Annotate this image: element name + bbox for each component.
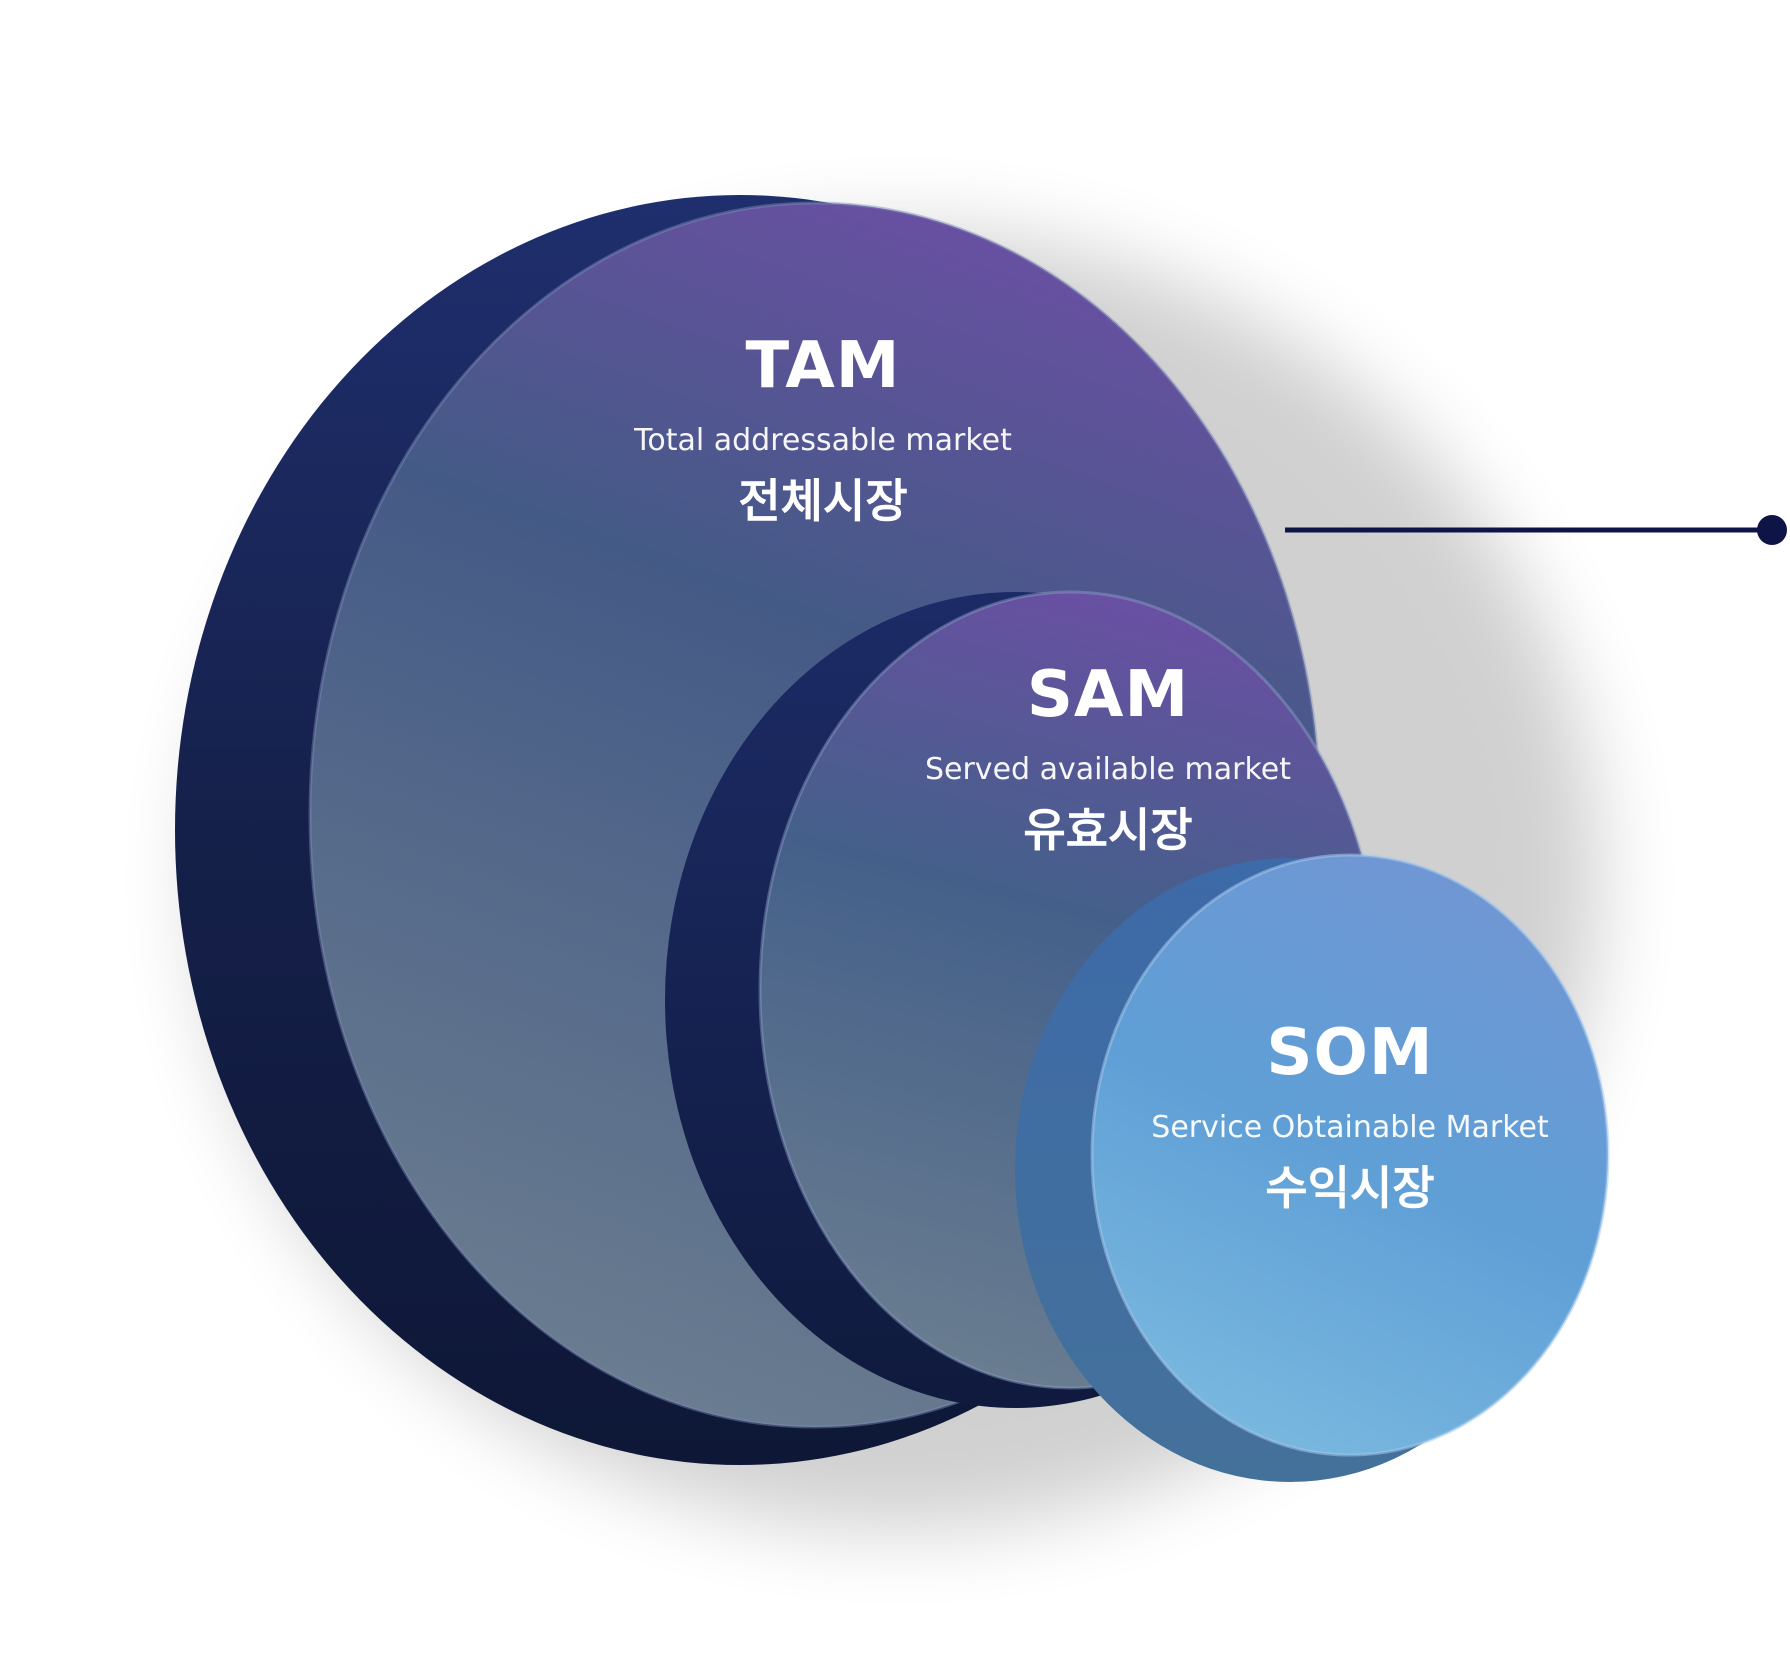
tam-korean: 전체시장 xyxy=(738,474,908,528)
som-full-name: Service Obtainable Market xyxy=(1151,1110,1549,1145)
sam-abbr: SAM xyxy=(1026,658,1190,732)
som-disc xyxy=(1015,853,1610,1482)
som-korean: 수익시장 xyxy=(1265,1161,1435,1215)
tam-full-name: Total addressable market xyxy=(634,423,1012,458)
som-disc-rim xyxy=(1090,853,1610,1457)
sam-korean: 유효시장 xyxy=(1023,803,1193,857)
sam-label: SAM Served available market 유효시장 xyxy=(925,663,1291,853)
connector-dot xyxy=(1757,515,1787,545)
som-label: SOM Service Obtainable Market 수익시장 xyxy=(1151,1021,1548,1211)
tam-abbr: TAM xyxy=(745,329,901,403)
sam-full-name: Served available market xyxy=(924,752,1292,787)
som-disc-face xyxy=(1092,855,1608,1455)
som-abbr: SOM xyxy=(1266,1016,1434,1090)
tam-label: TAM Total addressable market 전체시장 xyxy=(634,334,1012,524)
connector xyxy=(1285,515,1787,545)
